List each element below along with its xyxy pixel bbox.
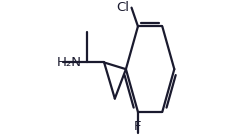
Text: Cl: Cl <box>116 1 129 14</box>
Text: H₂N: H₂N <box>57 56 82 69</box>
Text: F: F <box>134 120 142 133</box>
